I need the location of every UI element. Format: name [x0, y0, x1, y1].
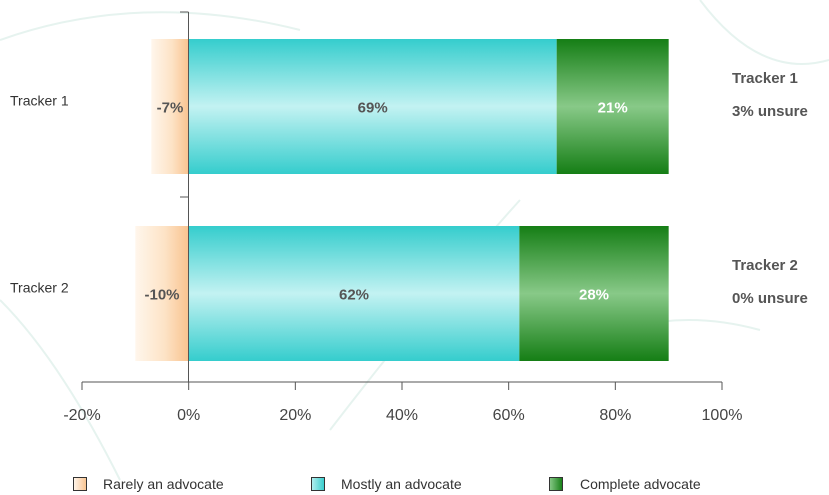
- bar-complete-tracker-2: [519, 226, 669, 361]
- legend-label-mostly: Mostly an advocate: [341, 476, 462, 492]
- side-note-unsure-2: 0% unsure: [732, 290, 808, 307]
- legend-item-mostly: Mostly an advocate: [311, 476, 462, 492]
- category-label-tracker-2: Tracker 2: [10, 280, 69, 296]
- side-note-title-1: Tracker 1: [732, 70, 798, 87]
- legend-item-complete: Complete advocate: [549, 476, 701, 492]
- legend-item-rarely: Rarely an advocate: [73, 476, 224, 492]
- data-label-complete-tracker-2: 28%: [579, 287, 609, 304]
- legend-swatch-rarely: [73, 477, 87, 491]
- bar-rarely-tracker-2: [135, 226, 189, 361]
- data-label-rarely-tracker-2: -10%: [144, 287, 179, 304]
- x-tick-label-2: 20%: [279, 407, 311, 424]
- category-labels: Tracker 1 Tracker 2: [10, 93, 69, 296]
- x-axis-ticks: -20% 0% 20% 40% 60% 80% 100%: [63, 382, 742, 424]
- legend-label-complete: Complete advocate: [580, 476, 701, 492]
- data-label-mostly-tracker-1: 69%: [358, 100, 388, 117]
- bars-layer: -7% 69% 21% -10% 62% 28%: [135, 39, 669, 361]
- x-tick-label-1: 0%: [177, 407, 200, 424]
- legend: Rarely an advocate Mostly an advocate Co…: [73, 476, 701, 492]
- data-label-rarely-tracker-1: -7%: [157, 100, 184, 117]
- data-label-complete-tracker-1: 21%: [598, 100, 628, 117]
- data-label-mostly-tracker-2: 62%: [339, 287, 369, 304]
- bar-mostly-tracker-1: [188, 39, 557, 174]
- bar-complete-tracker-1: [556, 39, 669, 174]
- x-tick-label-6: 100%: [702, 407, 743, 424]
- side-note-unsure-1: 3% unsure: [732, 103, 808, 120]
- legend-swatch-complete: [549, 477, 563, 491]
- x-tick-label-3: 40%: [386, 407, 418, 424]
- x-tick-label-0: -20%: [63, 407, 100, 424]
- category-label-tracker-1: Tracker 1: [10, 93, 69, 109]
- x-tick-label-4: 60%: [493, 407, 525, 424]
- side-notes: Tracker 1 3% unsure Tracker 2 0% unsure: [732, 70, 808, 307]
- legend-swatch-mostly: [311, 477, 325, 491]
- bar-mostly-tracker-2: [188, 226, 520, 361]
- side-note-title-2: Tracker 2: [732, 257, 798, 274]
- x-tick-label-5: 80%: [599, 407, 631, 424]
- bar-rarely-tracker-1: [151, 39, 189, 174]
- legend-label-rarely: Rarely an advocate: [103, 476, 224, 492]
